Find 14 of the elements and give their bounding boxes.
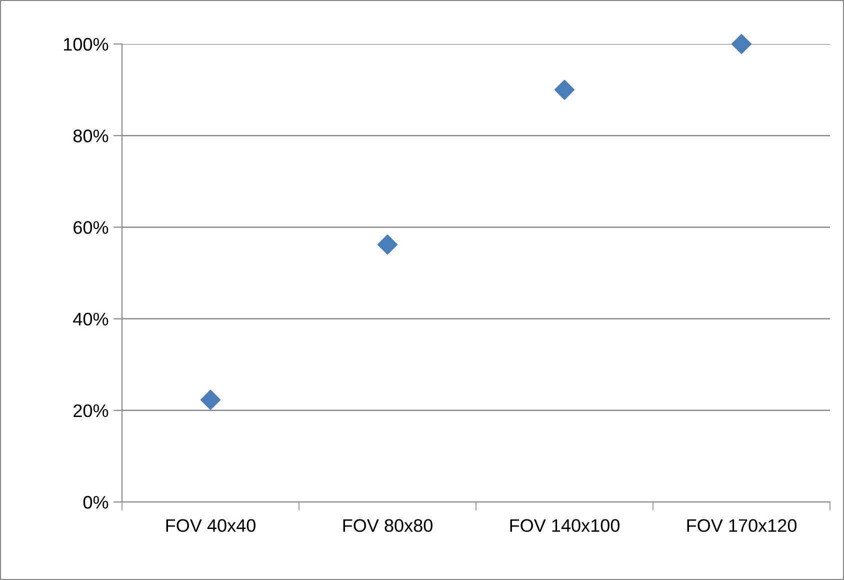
x-tick-label: FOV 140x100: [510, 519, 620, 532]
y-tick-label: 0%: [83, 496, 108, 509]
x-tick-label: FOV 80x80: [343, 519, 432, 532]
point: [554, 80, 575, 100]
point: [731, 34, 752, 54]
y-tick-label: 40%: [73, 312, 108, 326]
y-tick-label: 60%: [74, 221, 108, 234]
point: [377, 234, 398, 255]
y-tick-label: 80%: [73, 130, 108, 142]
y-tick-label: 100%: [64, 38, 108, 51]
y-tick-label: 20%: [74, 404, 108, 418]
x-tick-label: FOV 40x40: [166, 519, 256, 532]
point: [200, 390, 221, 410]
x-tick-label: FOV 170x120: [687, 519, 796, 532]
